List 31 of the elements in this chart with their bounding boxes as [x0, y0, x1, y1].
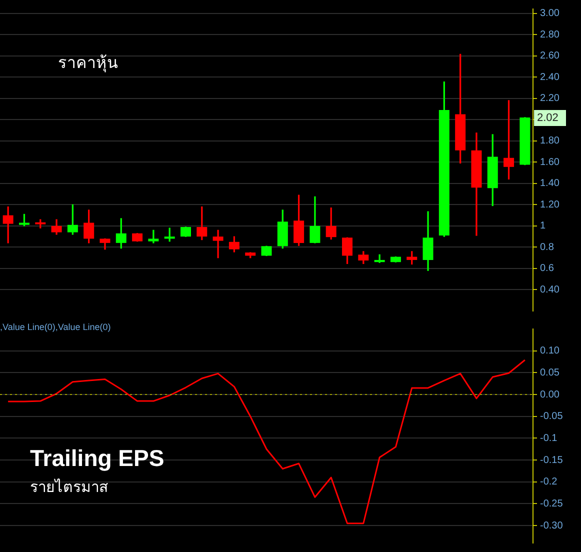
y-tick-label: -0.25 — [540, 498, 564, 510]
y-tick-label: 0.00 — [540, 389, 560, 400]
y-tick-label: 2.60 — [540, 50, 560, 62]
annotation: ,Value Line(0),Value Line(0) — [0, 322, 111, 332]
y-tick-label: -0.1 — [540, 432, 558, 444]
y-tick-label: 1.20 — [540, 199, 560, 210]
annotation: ราคาหุ้น — [58, 54, 118, 73]
y-tick-label: -0.30 — [540, 520, 564, 532]
text: 2.02 — [537, 112, 558, 124]
y-tick-label: 0.40 — [540, 284, 560, 296]
y-tick-label: 0.05 — [540, 367, 560, 378]
y-tick-label: 1.80 — [540, 136, 560, 147]
y-tick-label: 1.60 — [540, 156, 560, 168]
y-tick-label: 2.80 — [540, 29, 560, 40]
y-tick-label: 2.20 — [540, 93, 560, 104]
y-tick-label: 3.00 — [540, 8, 560, 20]
y-tick-label: 0.6 — [540, 263, 554, 274]
y-tick-label: -0.15 — [540, 454, 564, 466]
y-tick-label: -0.2 — [540, 476, 558, 488]
y-tick-label: 1 — [540, 220, 546, 232]
y-tick-label: 0.10 — [540, 346, 560, 357]
annotation: รายไตรมาส — [30, 478, 108, 496]
candlestick — [212, 230, 224, 258]
y-tick-label: 2.40 — [540, 72, 560, 83]
candlestick — [374, 254, 385, 263]
candlestick — [148, 230, 159, 244]
y-tick-label: 0.8 — [540, 242, 554, 253]
annotation: Trailing EPS — [30, 445, 164, 471]
candlestick — [2, 206, 14, 244]
y-tick-label: 1.40 — [540, 178, 560, 190]
y-tick-label: -0.05 — [540, 411, 564, 422]
